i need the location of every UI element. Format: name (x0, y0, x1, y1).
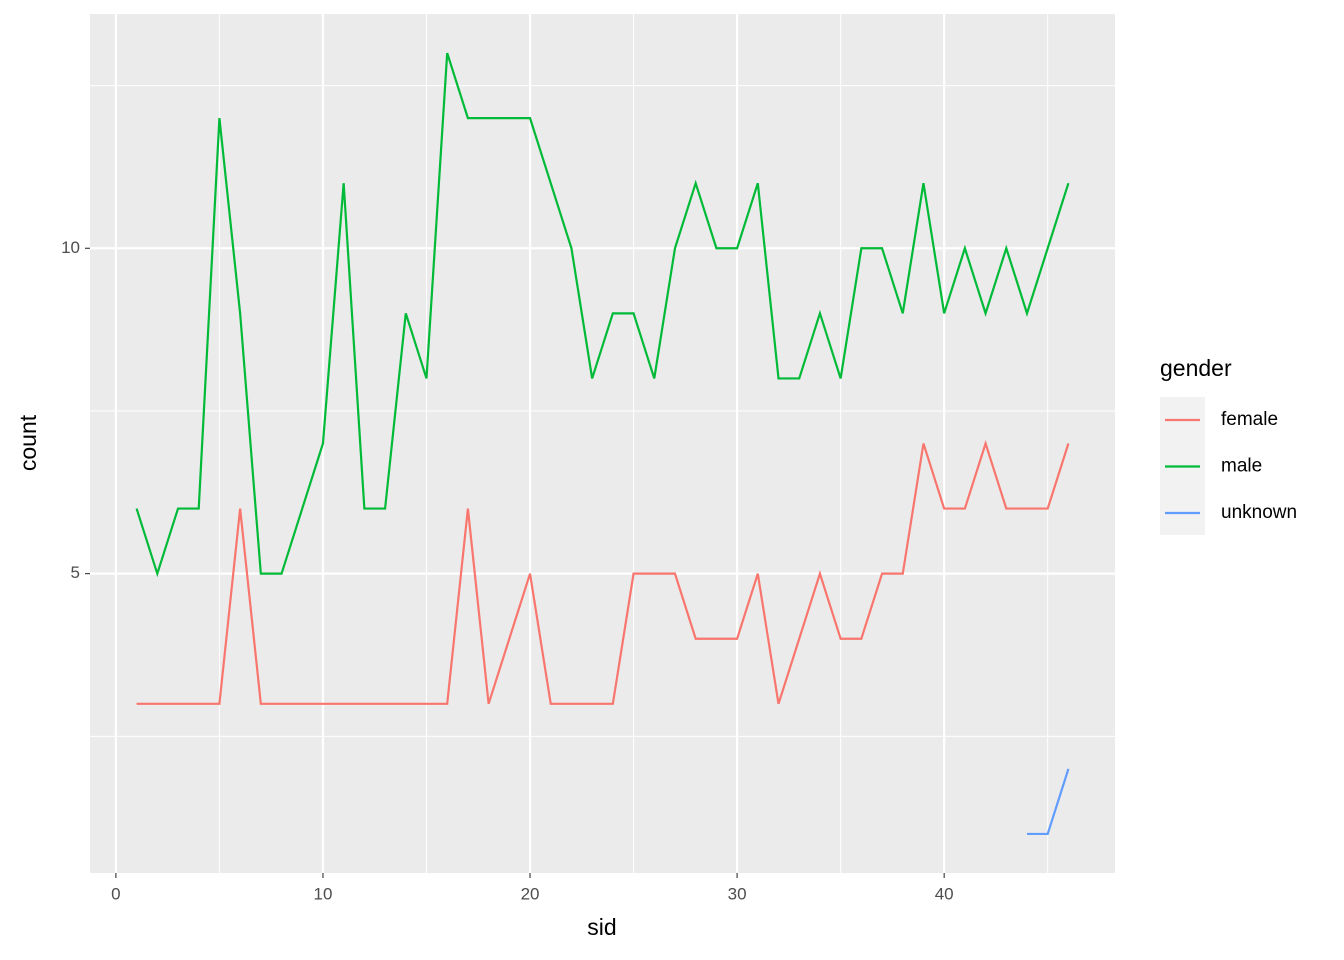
y-tick-label: 10 (61, 238, 80, 257)
legend: female male unknown (1160, 397, 1297, 535)
legend-label: male (1221, 456, 1262, 477)
x-tick-label: 30 (728, 884, 747, 903)
y-tick-label: 5 (71, 563, 80, 582)
series-line (136, 439, 1070, 705)
panel (90, 14, 1115, 873)
x-axis-title: sid (587, 914, 616, 940)
legend-title: gender (1160, 355, 1232, 381)
y-axis-title: count (15, 414, 41, 471)
x-tick-label: 40 (935, 884, 954, 903)
legend-label: female (1221, 409, 1278, 430)
series-line (135, 52, 1070, 578)
x-tick-label: 0 (111, 884, 120, 903)
x-tick-label: 10 (313, 884, 332, 903)
x-tick-label: 20 (521, 884, 540, 903)
series-line (1026, 768, 1070, 836)
legend-label: unknown (1221, 502, 1297, 523)
lines (135, 52, 1070, 836)
